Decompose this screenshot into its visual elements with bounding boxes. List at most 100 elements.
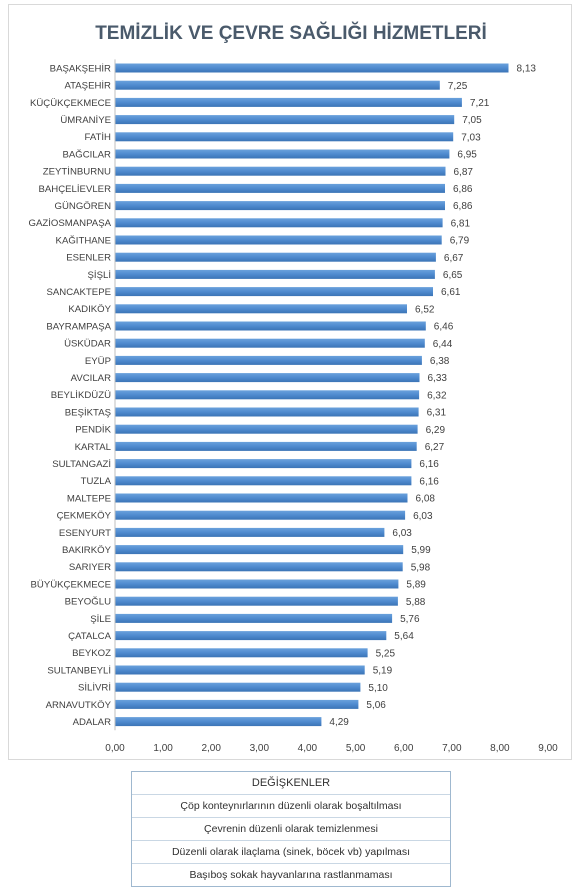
- bar-chart: TEMİZLİK VE ÇEVRE SAĞLIĞI HİZMETLERİ BAŞ…: [29, 22, 559, 754]
- data-label: 6,32: [427, 390, 447, 401]
- x-tick-label: 1,00: [153, 743, 173, 754]
- data-label: 6,27: [425, 442, 445, 453]
- category-label: ESENYURT: [59, 528, 111, 539]
- bar: [115, 631, 387, 641]
- category-label: BEYKOZ: [72, 648, 111, 659]
- category-label: BEŞİKTAŞ: [65, 407, 111, 418]
- data-label: 5,64: [394, 631, 414, 642]
- bar: [115, 235, 442, 245]
- bar: [115, 648, 368, 658]
- data-label: 6,86: [453, 201, 473, 212]
- bar: [115, 321, 426, 331]
- category-label: SARIYER: [69, 562, 111, 573]
- x-tick-label: 6,00: [394, 743, 414, 754]
- bar: [115, 201, 445, 211]
- category-label: ARNAVUTKÖY: [46, 700, 112, 711]
- bar: [115, 218, 443, 228]
- data-label: 7,05: [462, 115, 482, 126]
- category-label: KÜÇÜKÇEKMECE: [30, 98, 111, 109]
- legend-item: Çöp konteynırlarının düzenli olarak boşa…: [132, 795, 450, 818]
- category-label: KARTAL: [75, 442, 112, 453]
- bar: [115, 338, 425, 348]
- category-label: BAYRAMPAŞA: [46, 321, 111, 332]
- x-tick-label: 7,00: [442, 743, 462, 754]
- bar: [115, 441, 417, 451]
- bar: [115, 579, 399, 589]
- bar: [115, 459, 412, 469]
- data-label: 6,16: [419, 459, 439, 470]
- x-tick-label: 4,00: [298, 743, 318, 754]
- x-tick-label: 0,00: [105, 743, 125, 754]
- data-label: 6,87: [454, 167, 474, 178]
- category-label: PENDİK: [75, 425, 111, 436]
- data-label: 4,29: [329, 717, 349, 728]
- category-label: SANCAKTEPE: [46, 287, 111, 298]
- data-label: 5,98: [411, 562, 431, 573]
- category-label: BEYOĞLU: [65, 597, 111, 608]
- category-label: AVCILAR: [71, 373, 111, 384]
- data-label: 5,06: [366, 700, 386, 711]
- category-label: ÜSKÜDAR: [64, 339, 111, 350]
- data-label: 6,44: [433, 339, 453, 350]
- bar: [115, 183, 445, 193]
- data-label: 5,88: [406, 597, 426, 608]
- bar: [115, 149, 450, 159]
- data-label: 6,03: [392, 528, 412, 539]
- data-label: 5,19: [373, 666, 393, 677]
- data-label: 6,29: [426, 425, 446, 436]
- bar: [115, 717, 322, 727]
- data-label: 5,89: [406, 580, 426, 591]
- bar: [115, 699, 359, 709]
- bar: [115, 304, 407, 314]
- data-label: 6,08: [416, 494, 436, 505]
- bar: [115, 527, 385, 537]
- bar: [115, 596, 398, 606]
- category-label: ESENLER: [66, 253, 111, 264]
- data-label: 5,99: [411, 545, 431, 556]
- bar: [115, 63, 509, 73]
- data-label: 6,79: [450, 236, 470, 247]
- bar: [115, 80, 440, 90]
- bar: [115, 545, 404, 555]
- category-label: EYÜP: [85, 356, 111, 367]
- category-label: FATİH: [85, 132, 112, 143]
- bar: [115, 115, 455, 125]
- bar: [115, 510, 406, 520]
- chart-frame: TEMİZLİK VE ÇEVRE SAĞLIĞI HİZMETLERİ BAŞ…: [8, 4, 572, 760]
- data-label: 8,13: [517, 64, 537, 75]
- bar: [115, 390, 420, 400]
- category-label: ADALAR: [73, 717, 111, 728]
- category-label: GÜNGÖREN: [55, 201, 112, 212]
- bar: [115, 493, 408, 503]
- bar: [115, 132, 454, 142]
- legend-item: Düzenli olarak ilaçlama (sinek, böcek vb…: [132, 841, 450, 864]
- data-label: 6,38: [430, 356, 450, 367]
- data-label: 6,61: [441, 287, 461, 298]
- data-label: 5,76: [400, 614, 420, 625]
- bar: [115, 166, 446, 176]
- data-label: 6,67: [444, 253, 464, 264]
- legend-table: DEĞİŞKENLER Çöp konteynırlarının düzenli…: [131, 771, 451, 887]
- data-label: 6,16: [419, 476, 439, 487]
- bar: [115, 97, 462, 107]
- data-label: 6,95: [457, 150, 477, 161]
- category-label: MALTEPE: [67, 493, 111, 504]
- category-label: BAHÇELİEVLER: [38, 184, 111, 195]
- bar: [115, 682, 361, 692]
- category-label: BAKIRKÖY: [62, 545, 112, 556]
- category-label: ZEYTİNBURNU: [43, 167, 111, 178]
- x-tick-label: 2,00: [201, 743, 221, 754]
- x-tick-label: 8,00: [490, 743, 510, 754]
- data-label: 5,25: [376, 648, 396, 659]
- category-label: BAĞCILAR: [62, 149, 111, 160]
- x-tick-label: 9,00: [538, 743, 558, 754]
- data-label: 6,81: [451, 218, 471, 229]
- category-label: KAĞITHANE: [56, 235, 111, 246]
- category-label: ÇEKMEKÖY: [57, 511, 112, 522]
- bar: [115, 269, 435, 279]
- legend-header: DEĞİŞKENLER: [132, 772, 450, 795]
- bar: [115, 287, 433, 297]
- chart-title: TEMİZLİK VE ÇEVRE SAĞLIĞI HİZMETLERİ: [95, 22, 487, 44]
- category-label: BÜYÜKÇEKMECE: [31, 579, 112, 590]
- data-label: 7,21: [470, 98, 490, 109]
